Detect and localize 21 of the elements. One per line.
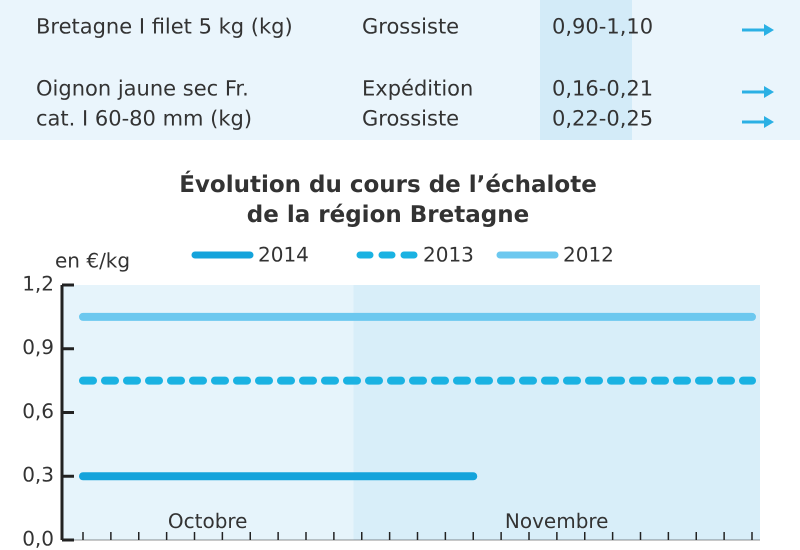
text: Bretagne I filet 5 kg (kg) bbox=[36, 14, 293, 39]
y-tick-label: 1,2 bbox=[22, 271, 54, 296]
y-tick-label: 0,6 bbox=[22, 398, 54, 423]
annotation: Novembre bbox=[504, 509, 608, 533]
text: 0,16-0,21 bbox=[552, 76, 654, 101]
text: Grossiste bbox=[362, 14, 460, 39]
chart-title: Évolution du cours de l’échalote de la région Bretagne bbox=[179, 170, 597, 228]
y-tick-label: 0,0 bbox=[22, 526, 54, 550]
annotation: Octobre bbox=[168, 509, 248, 533]
text: Oignon jaune sec Fr. bbox=[36, 76, 249, 101]
legend-label: 2013 bbox=[423, 242, 474, 266]
y-axis-title: en €/kg bbox=[55, 248, 130, 272]
text: 0,90-1,10 bbox=[552, 14, 654, 39]
legend-label: 2012 bbox=[563, 242, 614, 266]
legend-label: 2014 bbox=[258, 242, 309, 266]
text: Expédition bbox=[362, 76, 474, 101]
y-tick-label: 0,3 bbox=[22, 462, 54, 487]
y-tick-label: 0,9 bbox=[22, 335, 54, 360]
text: Grossiste bbox=[362, 106, 460, 131]
text: cat. I 60-80 mm (kg) bbox=[36, 106, 252, 131]
text: 0,22-0,25 bbox=[552, 106, 654, 131]
